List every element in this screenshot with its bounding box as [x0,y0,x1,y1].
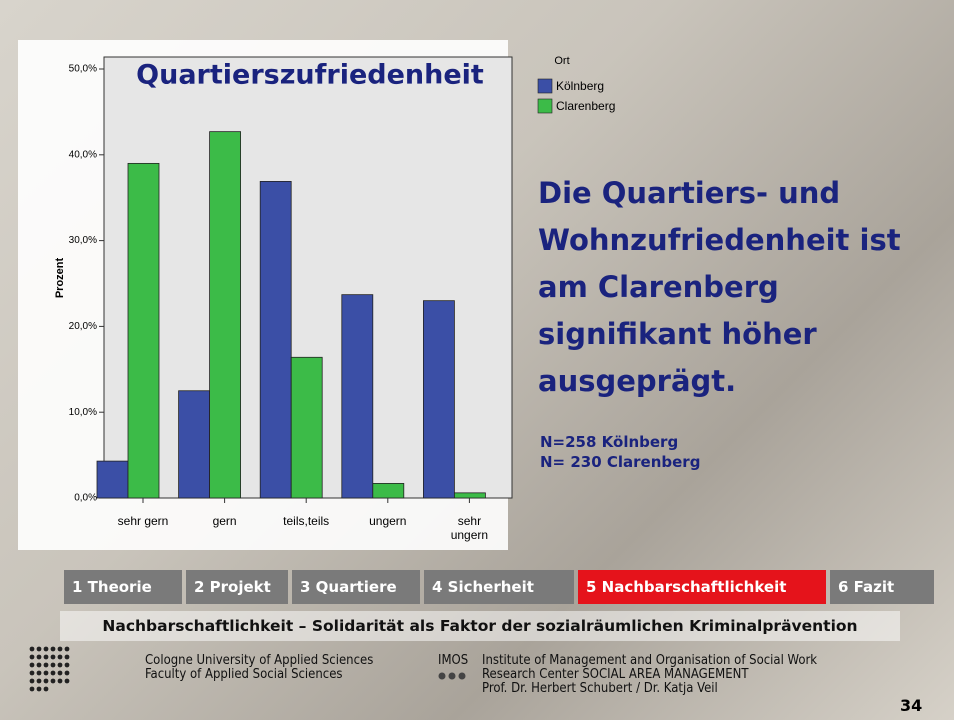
page-number: 34 [900,696,923,715]
logo-dot [29,686,35,692]
logo-dot [36,646,42,652]
logo-dot [50,646,56,652]
y-tick-label: 0,0% [74,493,97,504]
x-tick-label: ungern [369,514,407,528]
subtitle: Nachbarschaftlichkeit – Solidarität als … [60,611,900,641]
logo-dot [57,646,63,652]
y-axis-label: Prozent [54,257,66,298]
headline-line: Die Quartiers- und [538,176,841,210]
logo-dot [50,662,56,668]
legend-swatch [537,98,553,114]
logo-dot [43,662,49,668]
nav-tab[interactable]: 4 Sicherheit [424,570,574,604]
x-tick-label: sehr gern [117,514,169,528]
bar [96,460,129,499]
university: Cologne University of Applied Sciences F… [145,654,373,682]
logo-dot [36,678,42,684]
logo-dot [50,654,56,660]
institute-line: Institute of Management and Organisation… [482,653,818,668]
logo-dot [64,662,70,668]
y-tick-label: 20,0% [69,321,97,332]
institute-short: IMOS [438,653,469,668]
bar [209,131,242,499]
x-tick-label: gern [212,514,237,528]
x-tick-label: sehr ungern [450,514,489,542]
logo-dot [57,654,63,660]
logo-dot [64,654,70,660]
logo-dot [36,662,42,668]
logo-dot [29,654,35,660]
logo-dot [36,686,42,692]
legend-label: Clarenberg [556,99,615,113]
logo-dot [50,678,56,684]
logo-dot [43,686,49,692]
legend-label: Kölnberg [556,79,604,93]
nav-tab[interactable]: 3 Quartiere [292,570,420,604]
sample-info: N=258 Kölnberg N= 230 Clarenberg [540,432,700,472]
y-tick-label: 10,0% [69,407,97,418]
logo-dot [57,670,63,676]
logo-dot [43,654,49,660]
logo-dot [29,646,35,652]
logo-dot [29,670,35,676]
logo-dot [43,646,49,652]
bar [290,356,323,499]
y-tick-label: 40,0% [69,149,97,160]
nav-tab[interactable]: 6 Fazit [830,570,934,604]
bar [341,294,374,499]
legend-swatch [537,78,553,94]
nav-tab[interactable]: 5 Nachbarschaftlichkeit [578,570,826,604]
bar [259,181,292,499]
logo-dot [36,654,42,660]
institute: Institute of Management and Organisation… [482,654,817,696]
logo-dot [43,678,49,684]
institute-line: Prof. Dr. Herbert Schubert / Dr. Katja V… [482,681,718,696]
headline-line: am Clarenberg [538,270,779,304]
chart: Quartierszufriedenheit Prozent Ort 0,0% 1… [54,55,615,504]
institute-line: Research Center SOCIAL AREA MANAGEMENT [482,667,749,682]
chart-title: Quartierszufriedenheit [136,60,484,91]
logo-dot [29,678,35,684]
imos-dots [438,672,466,680]
logo-dot [64,678,70,684]
nav-tab[interactable]: 1 Theorie [64,570,182,604]
logo-dot [36,670,42,676]
headline-line: Wohnzufriedenheit ist [538,223,901,257]
logo-dots [29,646,70,692]
x-tick-label: teils,teils [283,514,330,528]
legend-title: Ort [554,55,569,67]
bar [178,390,211,499]
logo-dot [50,670,56,676]
sample-line: N=258 Kölnberg [540,433,679,451]
headline-line: ausgeprägt. [538,364,737,398]
logo-dot [64,670,70,676]
sample-line: N= 230 Clarenberg [540,453,701,471]
logo-dot [57,678,63,684]
university-line: Cologne University of Applied Sciences [145,653,374,668]
nav-tab[interactable]: 2 Projekt [186,570,288,604]
bar [127,162,160,499]
university-line: Faculty of Applied Social Sciences [145,667,343,682]
bar [422,300,455,499]
headline-line: signifikant höher [538,317,817,351]
bar [453,492,486,499]
logo-dot [64,646,70,652]
y-tick-label: 50,0% [69,64,97,75]
logo-dot [29,662,35,668]
y-tick-label: 30,0% [69,235,97,246]
logo-dot [43,670,49,676]
bar [372,483,405,499]
logo-dot [57,662,63,668]
